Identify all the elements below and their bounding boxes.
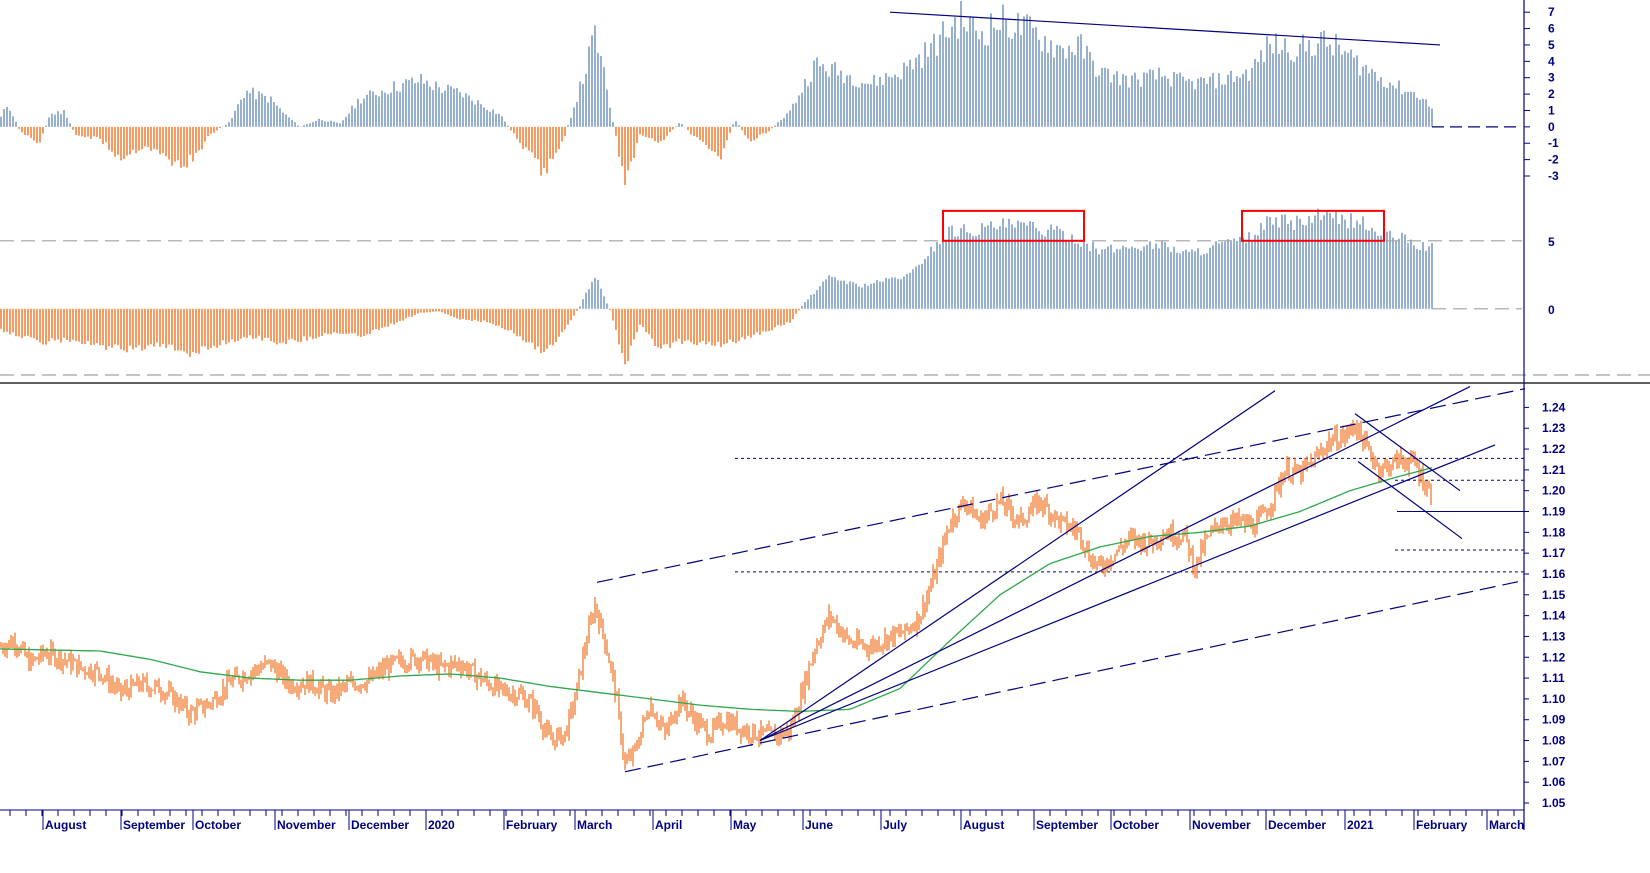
trendline <box>1354 413 1461 492</box>
y-tick-label: 5 <box>1548 38 1555 52</box>
x-month-label: 2021 <box>1347 818 1374 832</box>
x-month-label: May <box>733 818 757 832</box>
axes: 7 6 5 4 3 2 1 0 -1 -2 -3 5 0 1.24 1.23 1.22 1.21 1.20 1.19… <box>0 0 1566 832</box>
trendline <box>759 390 1276 742</box>
middle-oscillator-panel <box>0 208 1650 384</box>
y-tick-label: -1 <box>1548 136 1559 150</box>
x-month-label: November <box>277 818 336 832</box>
y-tick-label: -2 <box>1548 153 1559 167</box>
y-tick-label: 1.15 <box>1542 588 1566 602</box>
y-tick-label: 1 <box>1548 103 1555 117</box>
price-panel <box>0 386 1526 773</box>
y-tick-label: 1.21 <box>1542 463 1566 477</box>
y-tick-label: 6 <box>1548 22 1555 36</box>
y-tick-label: 7 <box>1548 5 1555 19</box>
y-tick-label: 1.13 <box>1542 629 1566 643</box>
y-tick-label: 3 <box>1548 71 1555 85</box>
y-tick-label: 1.08 <box>1542 734 1566 748</box>
y-tick-label: 0 <box>1548 120 1555 134</box>
x-month-label: September <box>1036 818 1098 832</box>
y-tick-label: 1.09 <box>1542 713 1566 727</box>
y-tick-label: 1.14 <box>1542 609 1566 623</box>
x-month-label: April <box>655 818 682 832</box>
y-tick-label: 1.07 <box>1542 754 1566 768</box>
x-month-label: March <box>1489 818 1524 832</box>
y-tick-label: 0 <box>1548 303 1555 317</box>
highlight-box <box>942 209 1085 242</box>
x-month-label: June <box>805 818 833 832</box>
histogram-trendline <box>889 11 1441 46</box>
y-tick-label: 1.12 <box>1542 650 1566 664</box>
y-tick-label: 1.16 <box>1542 567 1566 581</box>
y-tick-label: 1.17 <box>1542 546 1566 560</box>
x-month-label: December <box>351 818 409 832</box>
y-tick-label: 1.18 <box>1542 525 1566 539</box>
channel-dashed-line <box>624 579 1526 773</box>
y-tick-label: 1.22 <box>1542 442 1566 456</box>
trendline <box>759 386 1471 742</box>
y-tick-label: -3 <box>1548 169 1559 183</box>
x-month-label: September <box>123 818 185 832</box>
x-month-label: October <box>1113 818 1159 832</box>
x-month-label: July <box>883 818 907 832</box>
trendline <box>1357 461 1463 540</box>
x-month-label: August <box>45 818 86 832</box>
y-tick-label: 1.10 <box>1542 692 1566 706</box>
x-month-label: August <box>963 818 1004 832</box>
y-tick-label: 1.23 <box>1542 421 1566 435</box>
highlight-box <box>1241 209 1385 242</box>
y-tick-label: 4 <box>1548 54 1555 68</box>
trendline <box>759 444 1496 742</box>
x-month-label: November <box>1192 818 1251 832</box>
top-oscillator-panel <box>0 0 1522 185</box>
channel-dashed-line <box>596 388 1526 583</box>
x-month-label: October <box>195 818 241 832</box>
x-month-label: February <box>506 818 558 832</box>
y-tick-label: 1.20 <box>1542 484 1566 498</box>
x-month-label: 2020 <box>428 818 455 832</box>
y-tick-label: 1.19 <box>1542 505 1566 519</box>
y-tick-label: 2 <box>1548 87 1555 101</box>
moving-average-line <box>0 467 1433 713</box>
y-tick-label: 1.11 <box>1542 671 1565 685</box>
y-tick-label: 1.06 <box>1542 775 1566 789</box>
y-tick-label: 1.24 <box>1542 400 1566 414</box>
x-month-label: March <box>577 818 612 832</box>
y-tick-label: 1.05 <box>1542 796 1566 810</box>
x-month-label: December <box>1268 818 1326 832</box>
x-month-label: February <box>1416 818 1468 832</box>
y-tick-label: 5 <box>1548 235 1555 249</box>
